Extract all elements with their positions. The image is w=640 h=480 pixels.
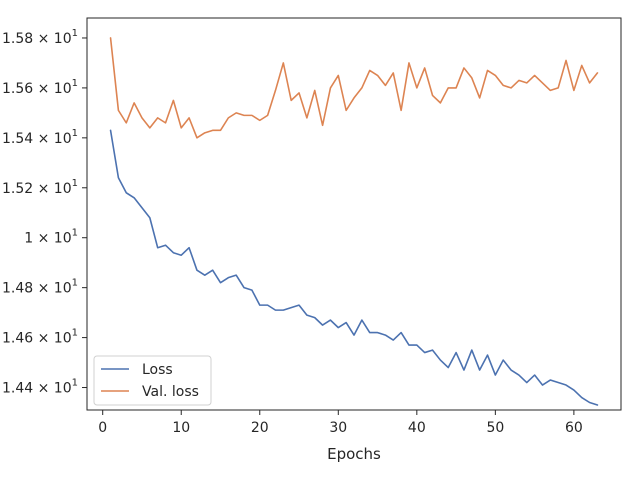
x-tick-label: 30 [329,420,347,436]
y-tick-label: 1.44 × 101 [2,378,78,397]
x-tick-label: 60 [565,420,583,436]
legend: Loss Val. loss [93,355,212,406]
y-tick-label: 1.46 × 101 [2,328,78,347]
legend-label: Val. loss [142,384,199,400]
x-axis: 0 10 20 30 40 50 60 [98,410,583,436]
plot-area-frame [86,17,622,411]
series-line-loss [109,129,599,406]
y-tick-label: 1.56 × 101 [2,78,78,97]
series-line-val-loss [109,37,599,139]
series-layer [109,37,599,406]
x-axis-title: Epochs [327,445,381,463]
y-tick-label: 1.54 × 101 [2,128,78,147]
y-tick-label: 1.58 × 101 [2,28,78,47]
x-tick-label: 40 [408,420,426,436]
x-tick-label: 0 [98,420,107,436]
x-tick-label: 20 [251,420,269,436]
x-tick-label: 10 [172,420,190,436]
y-tick-label: 1.48 × 101 [2,278,78,297]
y-tick-label: 1.52 × 101 [2,178,78,197]
x-tick-label: 50 [486,420,504,436]
legend-label: Loss [142,362,173,378]
y-tick-label: 1 × 101 [24,228,78,247]
y-axis: 1.44 × 101 1.46 × 101 1.48 × 101 1 × 101 1.5… [2,28,87,397]
